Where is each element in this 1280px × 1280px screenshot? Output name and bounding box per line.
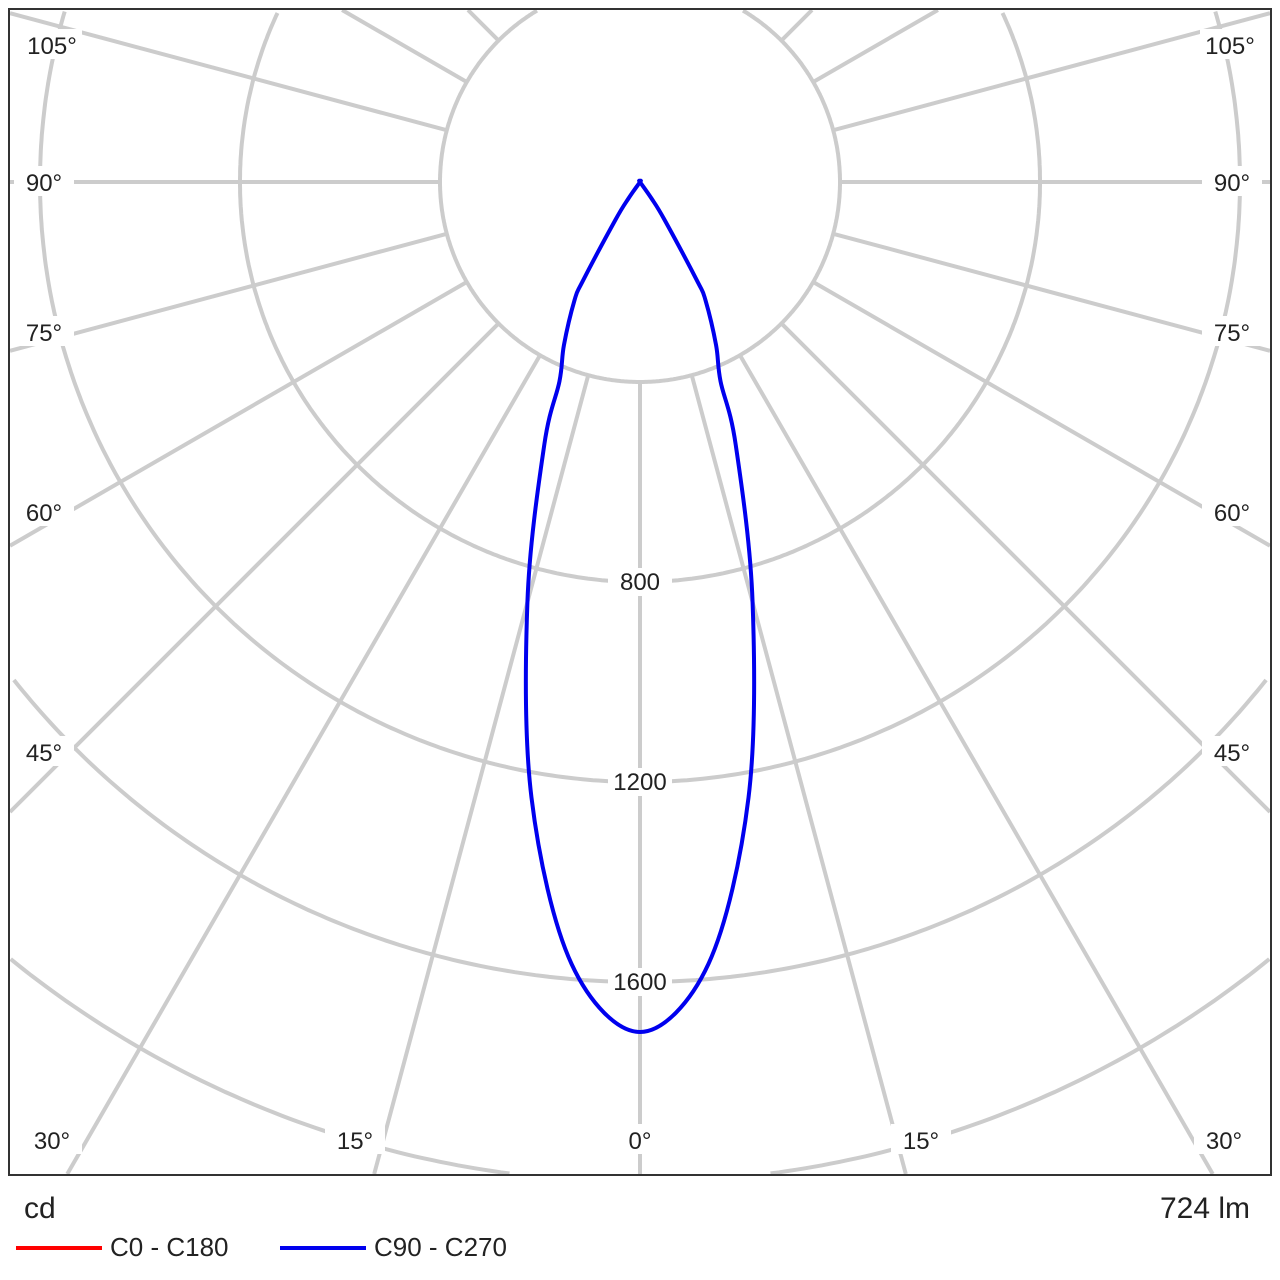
angle-label: 75° xyxy=(14,316,74,347)
svg-text:60°: 60° xyxy=(26,500,62,527)
angle-label: 105° xyxy=(1200,29,1260,60)
svg-text:15°: 15° xyxy=(903,1128,939,1155)
labels: 800 1200 1600 105° 105° 90° 90° 75° 75° 60° 60° 45°… xyxy=(14,29,1262,1155)
svg-text:60°: 60° xyxy=(1214,500,1250,527)
radial-tick-label: 1200 xyxy=(608,768,672,796)
grid-spoke xyxy=(832,231,1271,353)
grid-spoke xyxy=(372,374,591,1175)
radial-tick-label: 800 xyxy=(608,568,672,596)
grid-spoke xyxy=(65,354,542,1175)
legend-label: C90 - C270 xyxy=(374,1232,507,1262)
legend-item-c0: C0 - C180 xyxy=(16,1232,229,1263)
angle-label: 60° xyxy=(14,496,74,527)
legend-label: C0 - C180 xyxy=(110,1232,229,1262)
svg-text:90°: 90° xyxy=(26,170,62,197)
legend-item-c90: C90 - C270 xyxy=(280,1232,507,1263)
grid-spoke xyxy=(738,354,1215,1175)
svg-text:1200: 1200 xyxy=(613,769,666,796)
svg-text:105°: 105° xyxy=(1205,33,1255,60)
grid-spoke xyxy=(832,11,1271,133)
angle-label: 90° xyxy=(1202,166,1262,197)
legend-swatch-red xyxy=(16,1245,102,1250)
flux-label: 724 lm xyxy=(1159,1192,1250,1225)
svg-text:30°: 30° xyxy=(1206,1128,1242,1155)
curves xyxy=(523,178,757,1034)
svg-text:15°: 15° xyxy=(337,1128,373,1155)
svg-text:75°: 75° xyxy=(26,320,62,347)
angle-label: 30° xyxy=(22,1124,82,1155)
angle-label: 60° xyxy=(1202,496,1262,527)
grid-ring xyxy=(238,12,1042,584)
grid-spoke xyxy=(812,8,939,84)
grid-ring xyxy=(438,8,842,384)
grid-spoke xyxy=(466,8,500,42)
angle-label: 45° xyxy=(1202,736,1262,767)
svg-text:105°: 105° xyxy=(27,33,77,60)
plot-frame xyxy=(8,8,1272,1176)
angle-label: 30° xyxy=(1194,1124,1254,1155)
legend-swatch-blue xyxy=(280,1245,366,1250)
radial-tick-label: 1600 xyxy=(608,968,672,996)
angle-label: 0° xyxy=(620,1124,660,1155)
grid-spoke xyxy=(812,280,1271,548)
grid-ring xyxy=(12,678,1268,984)
svg-text:0°: 0° xyxy=(629,1128,652,1155)
angle-label: 90° xyxy=(14,166,74,197)
grid-spoke xyxy=(341,8,468,84)
unit-label: cd xyxy=(24,1192,56,1225)
svg-text:30°: 30° xyxy=(34,1128,70,1155)
grid-ring xyxy=(9,957,1271,1176)
svg-text:800: 800 xyxy=(620,569,660,596)
grid-spoke xyxy=(9,231,448,353)
grid-spoke xyxy=(8,322,500,814)
series-curve-C90-C270 xyxy=(523,178,757,1034)
angle-label: 45° xyxy=(14,736,74,767)
grid-spoke xyxy=(689,374,908,1175)
grid-spoke xyxy=(780,322,1272,814)
angle-label: 15° xyxy=(891,1124,951,1155)
angle-label: 15° xyxy=(325,1124,385,1155)
svg-text:45°: 45° xyxy=(1214,740,1250,767)
svg-text:45°: 45° xyxy=(26,740,62,767)
angle-label: 105° xyxy=(22,29,82,60)
svg-text:75°: 75° xyxy=(1214,320,1250,347)
svg-text:90°: 90° xyxy=(1214,170,1250,197)
svg-text:1600: 1600 xyxy=(613,969,666,996)
grid-spoke xyxy=(9,11,448,133)
grid-spoke xyxy=(9,280,468,548)
grid-spoke xyxy=(780,8,814,42)
angle-label: 75° xyxy=(1202,316,1262,347)
